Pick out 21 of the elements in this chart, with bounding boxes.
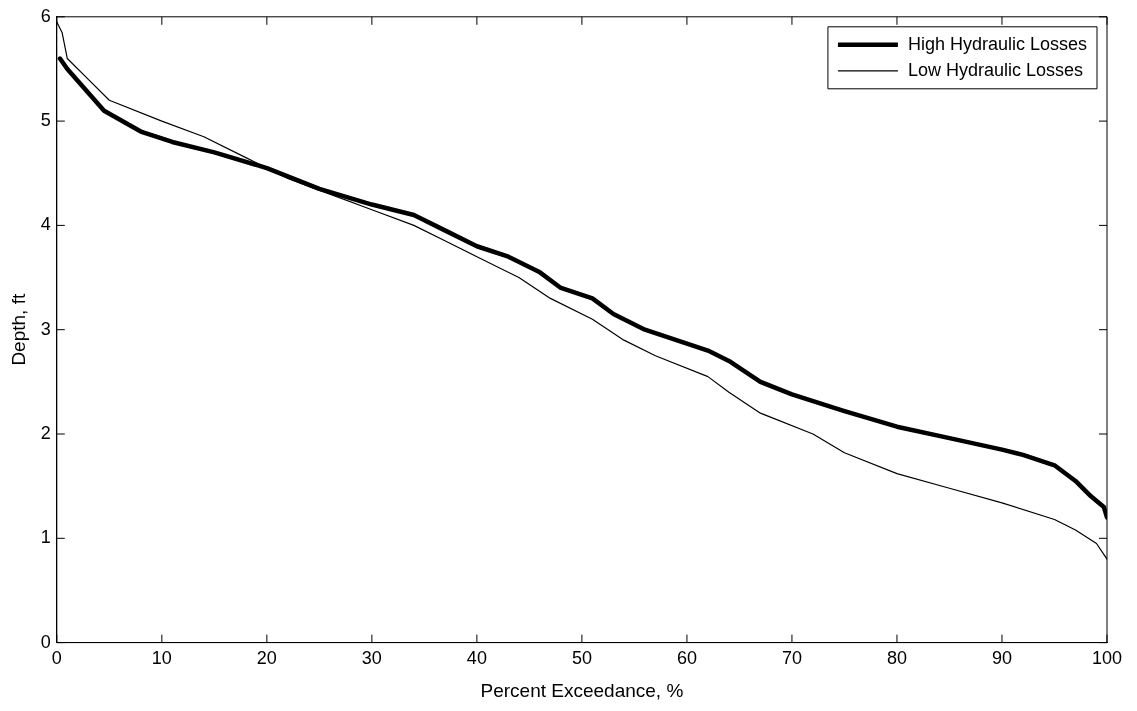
x-axis-title: Percent Exceedance, % [480,679,684,701]
x-tick-label: 80 [886,648,907,669]
x-tick-label: 40 [466,648,487,669]
y-tick-label: 2 [40,422,51,443]
y-axis-title: Depth, ft [7,293,29,366]
x-tick-label: 10 [151,648,172,669]
x-tick-label: 20 [256,648,277,669]
x-tick-label: 90 [991,648,1012,669]
y-tick-label: 6 [40,5,51,26]
x-tick-label: 70 [781,648,802,669]
y-tick-label: 0 [40,631,51,652]
x-tick-label: 50 [571,648,592,669]
y-tick-label: 5 [40,110,51,131]
y-tick-label: 4 [40,214,51,235]
x-tick-label: 60 [676,648,697,669]
x-tick-label: 100 [1091,648,1123,669]
x-tick-label: 30 [361,648,382,669]
y-tick-label: 3 [40,318,51,339]
legend-label: Low Hydraulic Losses [907,59,1083,80]
legend-label: High Hydraulic Losses [907,33,1087,54]
y-tick-label: 1 [40,527,51,548]
